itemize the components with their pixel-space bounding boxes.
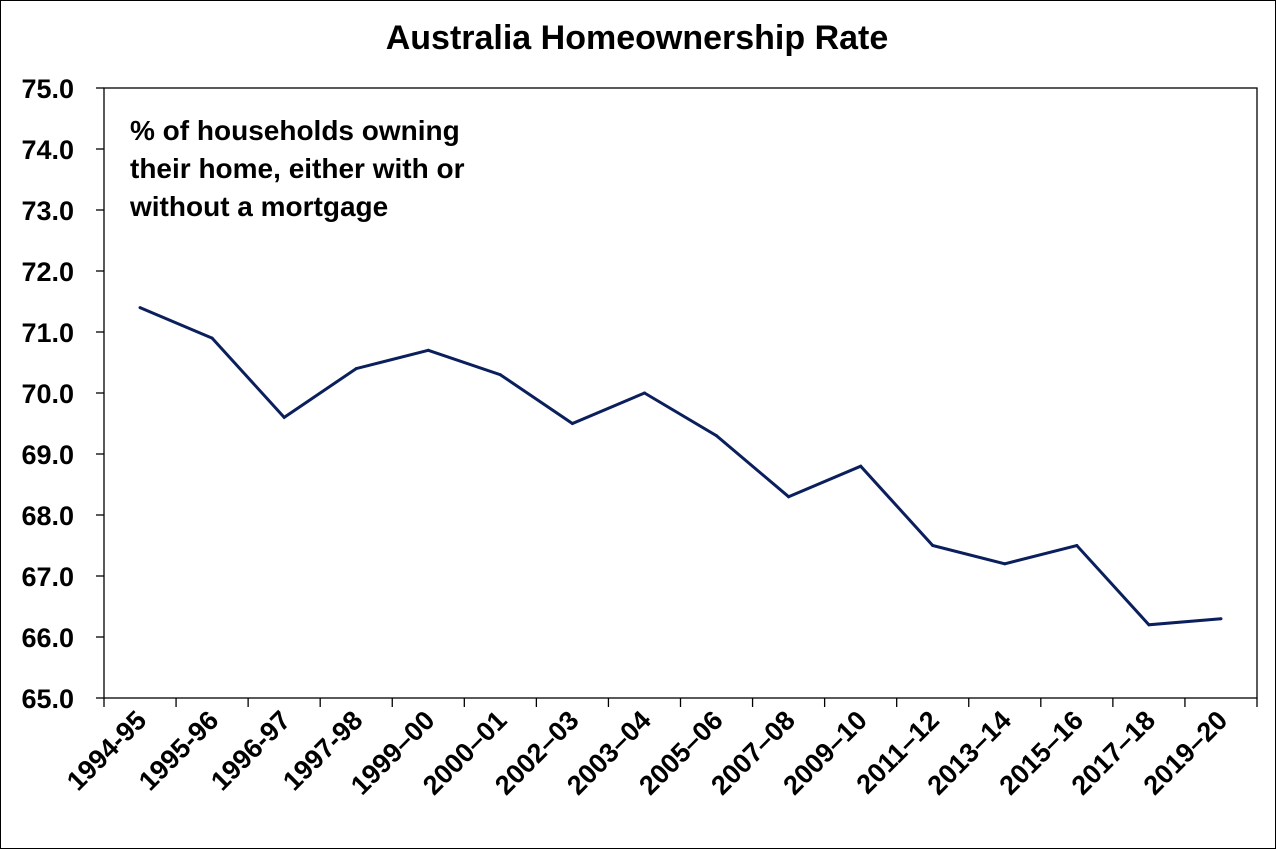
y-tick-label: 74.0 bbox=[21, 135, 74, 165]
data-point bbox=[1219, 617, 1223, 621]
data-point bbox=[570, 422, 574, 425]
y-tick-label: 71.0 bbox=[21, 318, 74, 348]
annotation-line: without a mortgage bbox=[129, 191, 388, 222]
data-point bbox=[426, 348, 430, 352]
data-point bbox=[138, 306, 142, 310]
series-layer bbox=[138, 306, 1223, 627]
annotation-line: their home, either with or bbox=[130, 153, 465, 184]
data-point bbox=[787, 495, 791, 499]
chart-annotation: % of households owning their home, eithe… bbox=[129, 115, 472, 222]
data-point bbox=[282, 415, 286, 419]
y-tick-label: 67.0 bbox=[21, 562, 74, 592]
y-tick-label: 68.0 bbox=[21, 501, 74, 531]
y-tick-label: 73.0 bbox=[21, 196, 74, 226]
data-point bbox=[1147, 623, 1151, 627]
data-point bbox=[354, 367, 358, 371]
y-tick-label: 75.0 bbox=[21, 74, 74, 104]
data-point bbox=[931, 544, 935, 547]
x-tick-label: 1994-95 bbox=[61, 705, 152, 796]
data-point bbox=[498, 373, 502, 377]
data-point bbox=[642, 391, 646, 395]
y-tick-label: 70.0 bbox=[21, 379, 74, 409]
x-tick-label: 1995-96 bbox=[133, 705, 224, 796]
annotation-line: % of households owning bbox=[130, 115, 460, 146]
y-tick-label: 65.0 bbox=[21, 684, 74, 714]
data-point bbox=[859, 464, 863, 468]
y-axis: 65.0 66.0 67.0 68.0 69.0 70.0 71.0 72.0 73.0 74.0… bbox=[21, 74, 104, 714]
y-tick-label: 72.0 bbox=[21, 257, 74, 287]
x-tick-label: 1996-97 bbox=[205, 705, 296, 796]
y-tick-label: 66.0 bbox=[21, 623, 74, 653]
data-point bbox=[210, 336, 214, 340]
series-line bbox=[139, 306, 1222, 627]
data-point bbox=[1075, 544, 1079, 547]
x-axis: 1994-951995-961996-971997-981999–002000–… bbox=[61, 698, 1258, 801]
data-point bbox=[1003, 562, 1007, 566]
y-tick-label: 69.0 bbox=[21, 440, 74, 470]
data-point bbox=[715, 434, 719, 438]
chart-title: Australia Homeownership Rate bbox=[386, 19, 889, 57]
